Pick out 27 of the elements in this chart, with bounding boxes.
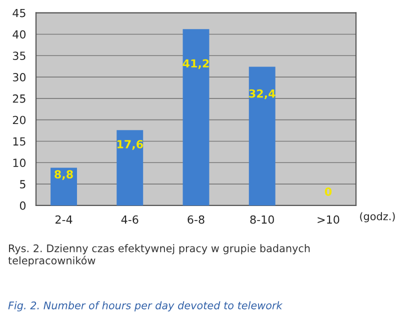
x-tick-label: 6-8 — [188, 215, 204, 224]
x-tick-label: >10 — [318, 215, 340, 224]
y-tick-label: 15 — [13, 137, 26, 146]
y-tick-label: 30 — [12, 73, 26, 82]
y-tick-label: 45 — [12, 8, 26, 18]
text: Rys. 2. Dzienny czas efektywnej pracy w grupie badanych telepracowników — [8, 244, 310, 266]
bar — [116, 130, 144, 206]
y-tick-label: 0 — [20, 201, 26, 210]
data-label: 41,2 — [182, 59, 209, 70]
bar — [248, 66, 276, 206]
bar — [50, 168, 77, 206]
x-tick-label: 8-10 — [250, 215, 274, 224]
bar — [182, 29, 210, 206]
data-label: 0 — [324, 187, 332, 196]
data-label: 32,4 — [249, 89, 276, 100]
caption: Fig. 2. Number of hours per day devoted to telework — [8, 301, 283, 312]
y-tick-label: 20 — [12, 116, 26, 124]
y-tick-label: 25 — [12, 94, 26, 103]
y-tick-label: 10 — [13, 158, 26, 168]
y-tick-label: 35 — [12, 52, 26, 60]
x-axis-title: (godz.) — [360, 212, 395, 222]
x-tick-label: 2-4 — [56, 215, 72, 224]
y-tick-label: 5 — [20, 180, 26, 188]
data-label: 17,6 — [117, 140, 143, 150]
data-label: 8,8 — [54, 170, 73, 180]
x-tick-label: 4-6 — [121, 215, 138, 224]
y-tick-label: 40 — [12, 30, 26, 39]
